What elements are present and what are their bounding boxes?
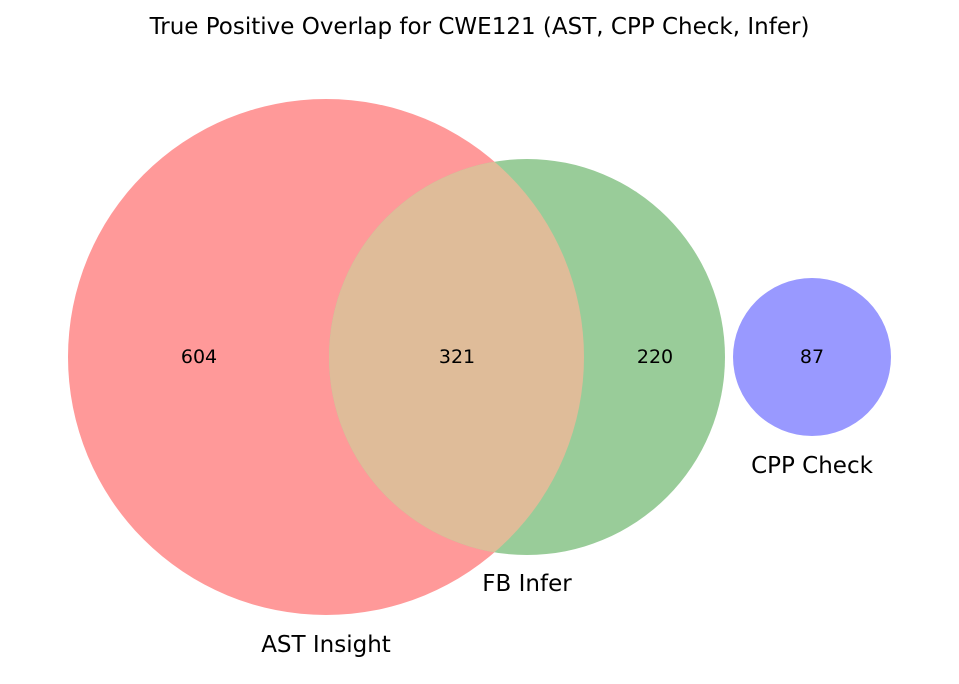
set-label-ast-insight: AST Insight — [261, 632, 391, 658]
region-count-ast-infer: 321 — [439, 346, 475, 368]
set-label-cpp-check: CPP Check — [751, 453, 874, 479]
set-label-fb-infer: FB Infer — [482, 571, 572, 597]
region-count-cpp-only: 87 — [800, 346, 824, 368]
chart-title: True Positive Overlap for CWE121 (AST, C… — [149, 14, 810, 40]
venn-circle-cpp-check — [733, 278, 891, 436]
region-count-ast-only: 604 — [181, 346, 217, 368]
venn-region-ast-infer-overlap — [329, 159, 584, 555]
region-count-infer-only: 220 — [637, 346, 673, 368]
